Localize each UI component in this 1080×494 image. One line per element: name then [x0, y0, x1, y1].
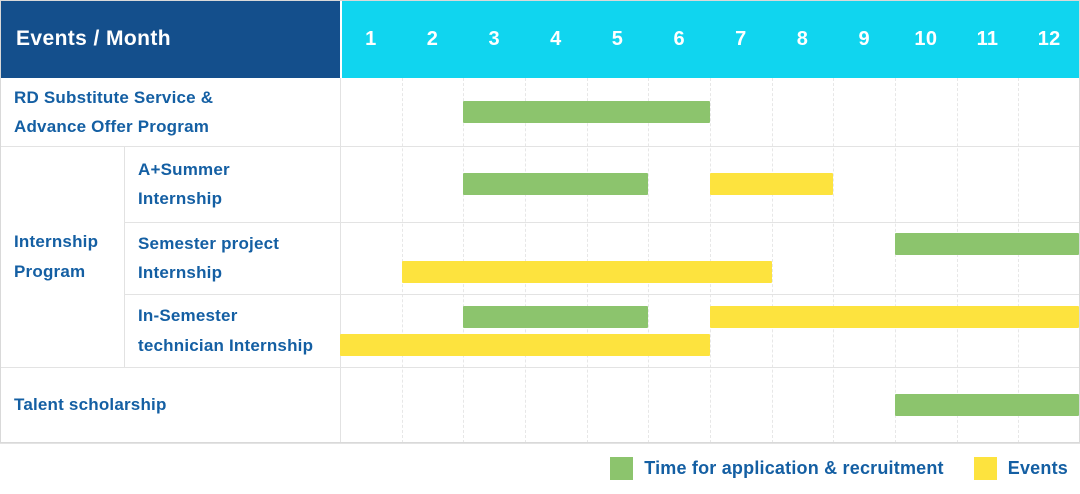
month-gridline: [833, 78, 834, 443]
month-gridline: [587, 78, 588, 443]
table-header-title-cell: Events / Month: [0, 0, 340, 78]
month-label: 11: [976, 27, 999, 50]
month-gridline: [1018, 78, 1019, 443]
label-line: Semester project: [138, 233, 280, 253]
month-label: 12: [1037, 27, 1061, 50]
month-gridline: [957, 78, 958, 443]
gantt-bar-events: [401, 261, 772, 283]
gantt-bar-application: [463, 173, 649, 195]
month-header-band: 1 2 3 4 5 6 7 8 9 10 11 12: [342, 0, 1080, 78]
page-title: Events / Month: [16, 27, 171, 50]
row-border: [0, 443, 1080, 444]
month-gridline: [710, 78, 711, 443]
legend-label-events: Events: [1007, 458, 1068, 478]
label-line: Talent scholarship: [14, 395, 167, 415]
label-line: In-Semester: [138, 306, 238, 326]
month-label: 9: [858, 27, 870, 50]
month-label: 1: [365, 27, 377, 50]
group-sub-divider: [124, 146, 125, 367]
label-line: Advance Offer Program: [14, 117, 210, 136]
gantt-bar-application: [463, 305, 649, 328]
application-color-swatch: [610, 457, 634, 480]
row-border: [124, 222, 1080, 223]
row-label: RD Substitute Service & Advance Offer Pro…: [0, 78, 340, 146]
row-border: [124, 294, 1080, 295]
label-line: Internship: [138, 263, 223, 282]
gantt-bar-events: [710, 305, 1079, 328]
month-gridline: [463, 78, 464, 443]
gantt-bar-events: [340, 333, 710, 356]
legend-label-application: Time for application & recruitment: [644, 458, 944, 478]
month-label: 4: [550, 27, 562, 50]
legend-item-application: Time for application & recruitment: [610, 457, 944, 480]
row-label: A+Summer Internship: [124, 146, 340, 222]
gantt-bar-application: [463, 101, 710, 123]
legend-item-events: Events: [973, 457, 1068, 480]
month-gridline: [525, 78, 526, 443]
label-line: technician Internship: [138, 335, 314, 355]
label-line: Internship: [14, 232, 99, 252]
month-gridline: [772, 78, 773, 443]
month-label: 10: [914, 27, 938, 50]
month-label: 5: [611, 27, 624, 50]
legend: Time for application & recruitment Event…: [0, 443, 1068, 494]
month-label: 7: [735, 27, 747, 50]
month-gridline: [402, 78, 403, 443]
label-line: RD Substitute Service &: [14, 87, 214, 107]
label-line: Program: [14, 261, 86, 281]
label-chart-divider: [340, 78, 341, 443]
month-gridline: [648, 78, 649, 443]
group-label-internship-program: Internship Program: [0, 146, 124, 367]
gantt-bar-events: [710, 173, 834, 195]
row-label: In-Semester technician Internship: [124, 294, 340, 367]
month-label: 6: [673, 27, 685, 50]
month-label: 3: [488, 27, 500, 50]
label-line: Internship: [138, 189, 223, 208]
month-label: 2: [426, 27, 439, 50]
row-label: Talent scholarship: [0, 367, 340, 443]
gantt-bar-application: [895, 394, 1079, 416]
row-border: [0, 367, 1080, 368]
gantt-bar-application: [895, 233, 1079, 255]
month-label: 8: [796, 27, 809, 50]
month-gridline: [895, 78, 896, 443]
row-border: [0, 146, 1080, 147]
label-line: A+Summer: [138, 159, 230, 179]
events-color-swatch: [973, 457, 997, 480]
row-label: Semester project Internship: [124, 222, 340, 294]
